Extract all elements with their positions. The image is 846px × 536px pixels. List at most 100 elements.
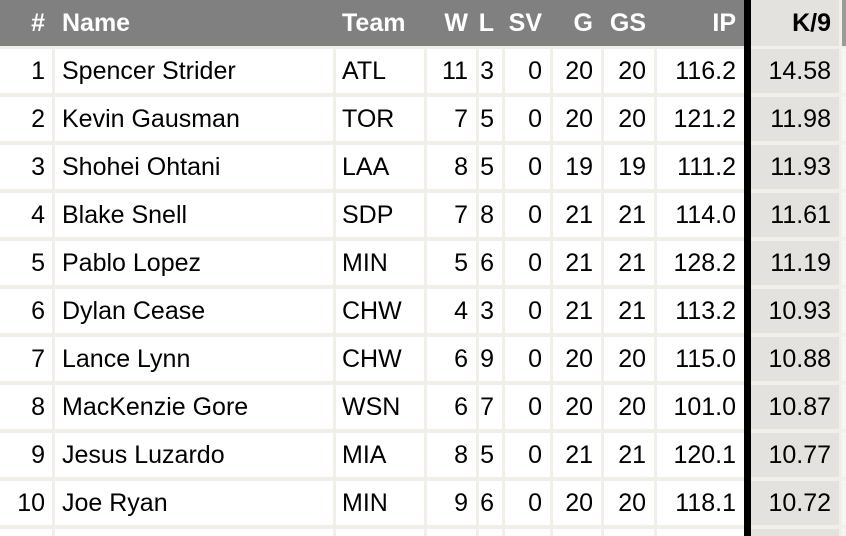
cell-rank[interactable]: 3	[0, 145, 52, 189]
cell-team[interactable]: ATL	[336, 49, 424, 93]
cell-w[interactable]: 5	[427, 241, 476, 285]
cell-w[interactable]: 8	[427, 433, 476, 477]
cell-g[interactable]: 20	[553, 97, 601, 141]
cell-name[interactable]: Jesus Luzardo	[55, 433, 333, 477]
cell-rank[interactable]: 2	[0, 97, 52, 141]
cell-sv[interactable]: 0	[505, 385, 550, 429]
cell-gs[interactable]: 20	[604, 337, 654, 381]
cell-gs[interactable]: 20	[604, 49, 654, 93]
cell-w[interactable]	[427, 529, 476, 536]
cell-name[interactable]: Blake Snell	[55, 193, 333, 237]
cell-team[interactable]: CHW	[336, 337, 424, 381]
cell-sv[interactable]: 0	[505, 289, 550, 333]
cell-g[interactable]: 21	[553, 241, 601, 285]
cell-k9[interactable]	[750, 529, 839, 536]
cell-ip[interactable]	[657, 529, 744, 536]
cell-l[interactable]: 6	[479, 481, 502, 525]
cell-w[interactable]: 7	[427, 97, 476, 141]
cell-ip[interactable]: 114.0	[657, 193, 744, 237]
cell-k9[interactable]: 11.98	[750, 97, 839, 141]
cell-gs[interactable]: 21	[604, 289, 654, 333]
header-sv[interactable]: SV	[508, 8, 542, 37]
cell-g[interactable]: 21	[553, 193, 601, 237]
cell-k9[interactable]: 10.87	[750, 385, 839, 429]
cell-ip[interactable]: 120.1	[657, 433, 744, 477]
cell-k9[interactable]: 11.19	[750, 241, 839, 285]
cell-k9[interactable]: 10.72	[750, 481, 839, 525]
cell-gs[interactable]: 20	[604, 385, 654, 429]
cell-l[interactable]: 3	[479, 49, 502, 93]
cell-k9[interactable]: 10.88	[750, 337, 839, 381]
cell-team[interactable]	[336, 529, 424, 536]
cell-team[interactable]: MIA	[336, 433, 424, 477]
cell-k9[interactable]: 11.93	[750, 145, 839, 189]
cell-sv[interactable]: 0	[505, 97, 550, 141]
cell-gs[interactable]	[604, 529, 654, 536]
cell-team[interactable]: MIN	[336, 481, 424, 525]
cell-sv[interactable]	[505, 529, 550, 536]
cell-name[interactable]: Spencer Strider	[55, 49, 333, 93]
cell-rank[interactable]: 8	[0, 385, 52, 429]
cell-ip[interactable]: 111.2	[657, 145, 744, 189]
header-gs[interactable]: GS	[609, 8, 646, 37]
header-g[interactable]: G	[573, 8, 593, 37]
cell-gs[interactable]: 19	[604, 145, 654, 189]
cell-l[interactable]: 7	[479, 385, 502, 429]
cell-ip[interactable]: 113.2	[657, 289, 744, 333]
header-rank[interactable]: #	[31, 8, 45, 37]
cell-sv[interactable]: 0	[505, 337, 550, 381]
cell-name[interactable]: Shohei Ohtani	[55, 145, 333, 189]
cell-k9[interactable]: 10.93	[750, 289, 839, 333]
cell-w[interactable]: 6	[427, 337, 476, 381]
cell-rank[interactable]: 5	[0, 241, 52, 285]
cell-rank[interactable]: 9	[0, 433, 52, 477]
cell-l[interactable]: 9	[479, 337, 502, 381]
cell-ip[interactable]: 128.2	[657, 241, 744, 285]
cell-ip[interactable]: 115.0	[657, 337, 744, 381]
cell-k9[interactable]: 10.77	[750, 433, 839, 477]
cell-w[interactable]: 4	[427, 289, 476, 333]
cell-ip[interactable]: 121.2	[657, 97, 744, 141]
cell-sv[interactable]: 0	[505, 145, 550, 189]
cell-g[interactable]: 21	[553, 433, 601, 477]
freeze-pane-divider[interactable]	[744, 0, 751, 536]
cell-name[interactable]: Pablo Lopez	[55, 241, 333, 285]
cell-rank[interactable]: 10	[0, 481, 52, 525]
cell-team[interactable]: MIN	[336, 241, 424, 285]
header-w[interactable]: W	[444, 8, 468, 37]
cell-ip[interactable]: 116.2	[657, 49, 744, 93]
cell-l[interactable]	[479, 529, 502, 536]
header-k9[interactable]: K/9	[750, 0, 839, 46]
cell-g[interactable]: 19	[553, 145, 601, 189]
cell-k9[interactable]: 11.61	[750, 193, 839, 237]
cell-gs[interactable]: 21	[604, 193, 654, 237]
cell-rank[interactable]: 6	[0, 289, 52, 333]
cell-rank[interactable]: 7	[0, 337, 52, 381]
cell-name[interactable]: Dylan Cease	[55, 289, 333, 333]
cell-l[interactable]: 5	[479, 145, 502, 189]
header-l[interactable]: L	[479, 8, 494, 37]
header-name[interactable]: Name	[62, 8, 131, 37]
cell-sv[interactable]: 0	[505, 481, 550, 525]
cell-name[interactable]: MacKenzie Gore	[55, 385, 333, 429]
cell-w[interactable]: 7	[427, 193, 476, 237]
cell-rank[interactable]: 4	[0, 193, 52, 237]
cell-w[interactable]: 8	[427, 145, 476, 189]
cell-ip[interactable]: 101.0	[657, 385, 744, 429]
cell-g[interactable]: 21	[553, 289, 601, 333]
cell-gs[interactable]: 21	[604, 433, 654, 477]
cell-k9[interactable]: 14.58	[750, 49, 839, 93]
header-team[interactable]: Team	[342, 8, 406, 37]
cell-ip[interactable]: 118.1	[657, 481, 744, 525]
cell-name[interactable]	[55, 529, 333, 536]
cell-g[interactable]	[553, 529, 601, 536]
cell-l[interactable]: 6	[479, 241, 502, 285]
cell-l[interactable]: 3	[479, 289, 502, 333]
header-ip[interactable]: IP	[712, 8, 736, 37]
cell-sv[interactable]: 0	[505, 241, 550, 285]
cell-g[interactable]: 20	[553, 337, 601, 381]
cell-sv[interactable]: 0	[505, 49, 550, 93]
cell-l[interactable]: 5	[479, 97, 502, 141]
cell-name[interactable]: Lance Lynn	[55, 337, 333, 381]
cell-team[interactable]: CHW	[336, 289, 424, 333]
